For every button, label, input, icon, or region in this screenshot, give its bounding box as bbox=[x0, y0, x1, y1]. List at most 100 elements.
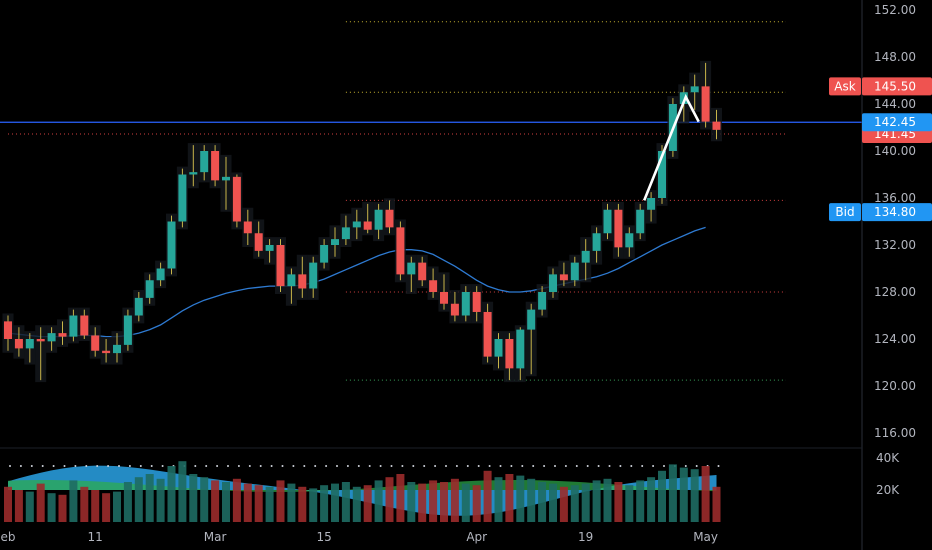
oscillator-dot bbox=[63, 465, 66, 467]
oscillator-dot bbox=[466, 465, 469, 467]
volume-bar bbox=[385, 477, 394, 522]
volume-bar bbox=[461, 483, 470, 522]
volume-bar bbox=[189, 474, 198, 522]
candle-body bbox=[309, 262, 318, 289]
oscillator-dot bbox=[237, 465, 240, 467]
candle-body bbox=[80, 315, 89, 336]
oscillator-dot bbox=[554, 465, 556, 467]
volume-bar bbox=[25, 491, 34, 522]
time-tick-label: Mar bbox=[204, 530, 227, 544]
candle-body bbox=[549, 274, 557, 292]
volume-bar bbox=[516, 475, 525, 522]
candle-body bbox=[494, 339, 503, 357]
oscillator-dot bbox=[248, 465, 251, 467]
oscillator-dot bbox=[543, 465, 546, 467]
trend-arrow bbox=[642, 93, 700, 201]
volume-bar bbox=[505, 474, 514, 522]
oscillator-dot bbox=[357, 465, 360, 467]
time-tick-label: eb bbox=[1, 530, 16, 544]
oscillator-dot bbox=[52, 465, 55, 467]
oscillator-dot bbox=[325, 465, 328, 467]
oscillator-dot bbox=[270, 465, 273, 467]
candle-body bbox=[243, 221, 252, 234]
candle-body bbox=[25, 339, 34, 349]
last-price-tag-value: 142.45 bbox=[874, 115, 916, 129]
oscillator-dot bbox=[74, 465, 77, 467]
volume-bar bbox=[440, 482, 448, 522]
volume-bar bbox=[581, 483, 590, 522]
volume-bar bbox=[134, 477, 143, 522]
oscillator-dot bbox=[107, 465, 110, 467]
volume-bar bbox=[211, 480, 220, 522]
volume-bar bbox=[363, 485, 372, 522]
volume-bar bbox=[341, 482, 350, 522]
volume-bar bbox=[559, 486, 568, 522]
price-tick-label: 128.00 bbox=[874, 285, 916, 299]
candle-body bbox=[276, 245, 285, 287]
oscillator-dot bbox=[281, 465, 284, 467]
price-tick-label: 116.00 bbox=[874, 426, 916, 440]
oscillator-dot bbox=[630, 465, 633, 467]
oscillator-dot bbox=[346, 465, 349, 467]
ask-tag-value: 145.50 bbox=[874, 79, 916, 93]
candle-body bbox=[167, 221, 176, 269]
time-tick-label: 19 bbox=[578, 530, 593, 544]
oscillator-dot bbox=[19, 465, 22, 467]
candle-body bbox=[4, 321, 12, 339]
volume-bar bbox=[254, 485, 263, 522]
volume-bar bbox=[701, 466, 710, 522]
candle-body bbox=[222, 176, 230, 181]
volume-bar bbox=[636, 480, 645, 522]
candle-body bbox=[396, 227, 405, 275]
time-tick-label: 11 bbox=[88, 530, 103, 544]
candle-body bbox=[254, 233, 263, 251]
volume-bar bbox=[690, 469, 699, 522]
candle-body bbox=[200, 151, 209, 173]
volume-bar bbox=[243, 483, 252, 522]
volume-bar bbox=[156, 478, 165, 522]
oscillator-dot bbox=[85, 465, 88, 467]
oscillator-dot bbox=[510, 465, 513, 467]
candle-body bbox=[679, 92, 688, 104]
oscillator-dot bbox=[499, 465, 502, 467]
candle-body bbox=[113, 344, 121, 354]
price-tick-label: 148.00 bbox=[874, 50, 916, 64]
candle-body bbox=[102, 350, 111, 354]
candle-body bbox=[287, 274, 296, 287]
volume-bar bbox=[265, 486, 274, 522]
oscillator-dot bbox=[434, 465, 437, 467]
candle-body bbox=[69, 315, 78, 337]
oscillator-dot bbox=[423, 465, 426, 467]
bid-tag-value: 134.80 bbox=[874, 205, 916, 219]
candle-body bbox=[516, 329, 525, 369]
candle-body bbox=[58, 333, 67, 337]
candle-body bbox=[134, 297, 143, 316]
oscillator-dot bbox=[641, 465, 644, 467]
volume-bar bbox=[331, 483, 339, 522]
price-tick-label: 140.00 bbox=[874, 144, 916, 158]
oscillator-dot bbox=[161, 465, 164, 467]
bid-tag-title-bg bbox=[829, 203, 861, 222]
oscillator-dot bbox=[695, 465, 698, 467]
oscillator-dot bbox=[139, 465, 142, 467]
candle-body bbox=[570, 262, 579, 281]
candle-body bbox=[527, 309, 536, 330]
volume-bar bbox=[309, 488, 318, 522]
oscillator-dot bbox=[586, 465, 589, 467]
volume-bar bbox=[102, 493, 111, 522]
candle-body bbox=[331, 239, 339, 245]
candle-body bbox=[483, 311, 492, 357]
oscillator-dot bbox=[128, 465, 131, 467]
price-tick-label: 152.00 bbox=[874, 3, 916, 17]
volume-bar bbox=[647, 477, 656, 522]
volume-bar bbox=[668, 464, 677, 522]
candle-body bbox=[614, 209, 623, 248]
time-axis: eb 11 Mar 15 Apr 19 May bbox=[1, 530, 719, 544]
volume-bar bbox=[320, 485, 329, 522]
volume-bar bbox=[625, 485, 634, 522]
oscillator-dot bbox=[368, 465, 371, 467]
candle-body bbox=[156, 268, 165, 281]
